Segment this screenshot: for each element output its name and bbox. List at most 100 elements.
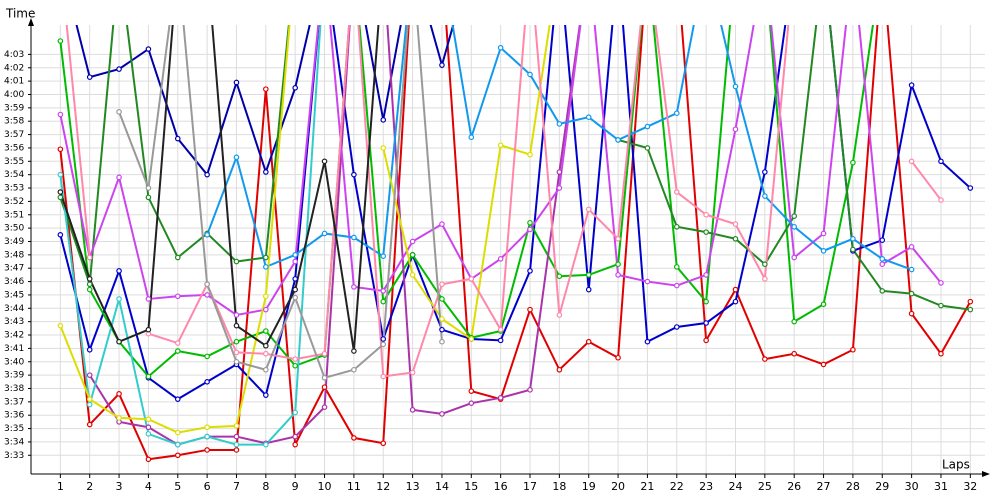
data-point	[497, 44, 504, 51]
data-point	[204, 171, 210, 178]
y-tick-label: 3:57	[4, 130, 24, 140]
data-point	[908, 244, 915, 250]
data-point	[644, 338, 651, 345]
data-point	[292, 362, 298, 369]
data-point	[351, 435, 357, 441]
data-point	[351, 171, 357, 178]
data-point	[762, 356, 768, 362]
data-point	[791, 350, 798, 357]
data-point	[673, 282, 680, 289]
x-tick-label: 25	[758, 480, 772, 493]
data-point	[673, 189, 680, 195]
data-point	[850, 346, 856, 353]
data-point	[263, 169, 269, 175]
data-point	[292, 409, 298, 416]
data-point	[527, 306, 533, 313]
y-tick-label: 3:35	[4, 424, 24, 434]
data-point	[527, 268, 533, 274]
x-tick-label: 12	[376, 480, 390, 493]
data-point	[732, 83, 739, 90]
data-point	[615, 354, 621, 361]
x-tick-label: 28	[846, 480, 860, 493]
data-point	[791, 223, 798, 230]
y-tick-label: 3:45	[4, 290, 24, 300]
data-point	[556, 121, 563, 127]
data-point	[57, 38, 64, 44]
data-point	[439, 221, 445, 227]
data-point	[879, 288, 886, 294]
data-point	[116, 296, 122, 302]
data-point	[263, 254, 269, 261]
data-point	[380, 145, 387, 151]
data-point	[204, 353, 210, 360]
data-point	[468, 134, 475, 141]
data-point	[556, 366, 563, 373]
x-tick-label: 20	[611, 480, 625, 493]
data-point	[263, 342, 269, 349]
data-point	[380, 288, 387, 294]
series-line	[59, 25, 971, 401]
data-point	[233, 338, 240, 345]
y-tick-label: 3:51	[4, 210, 24, 220]
data-point	[908, 310, 915, 317]
data-point	[57, 111, 64, 118]
data-point	[644, 145, 651, 151]
x-axis-title: Laps	[942, 458, 970, 472]
data-point	[116, 174, 122, 181]
data-point	[204, 232, 210, 238]
x-axis-arrow	[982, 471, 990, 477]
data-point	[174, 452, 181, 459]
data-point	[263, 86, 269, 92]
data-point	[615, 137, 621, 143]
data-point	[86, 254, 93, 261]
data-point	[439, 296, 445, 302]
x-tick-label: 27	[817, 480, 831, 493]
data-point	[263, 392, 269, 398]
data-point	[556, 273, 563, 280]
data-point	[86, 401, 93, 408]
x-tick-label: 17	[523, 480, 537, 493]
data-point	[116, 338, 122, 345]
data-point	[673, 223, 680, 230]
data-point	[585, 272, 592, 278]
data-point	[116, 391, 122, 397]
data-point	[380, 117, 387, 123]
data-point	[292, 356, 298, 362]
data-point	[967, 298, 974, 305]
x-tick-label: 8	[262, 480, 269, 493]
x-tick-label: 23	[699, 480, 713, 493]
data-point	[732, 286, 739, 293]
data-point	[292, 286, 298, 293]
data-point	[116, 268, 122, 274]
y-tick-label: 3:54	[4, 170, 24, 180]
series-line	[59, 25, 972, 461]
y-tick-label: 3:40	[4, 357, 24, 367]
y-tick-label: 3:41	[4, 344, 24, 354]
series-line	[88, 25, 581, 446]
data-point	[233, 79, 240, 86]
data-point	[263, 306, 269, 313]
data-point	[57, 194, 64, 201]
data-point	[292, 276, 298, 282]
data-point	[938, 302, 944, 309]
y-tick-label: 3:50	[4, 224, 24, 234]
y-axis-title: Time	[5, 7, 35, 21]
data-point	[321, 230, 328, 237]
data-point	[879, 256, 886, 262]
x-tick-label: 9	[292, 480, 299, 493]
x-tick-label: 7	[233, 480, 240, 493]
x-tick-label: 13	[406, 480, 420, 493]
data-point	[762, 169, 768, 175]
data-point	[86, 396, 93, 402]
y-tick-label: 3:48	[4, 250, 24, 260]
data-point	[468, 336, 475, 342]
data-point	[585, 206, 592, 213]
data-point	[762, 276, 768, 282]
x-tick-label: 26	[787, 480, 801, 493]
data-point	[57, 189, 64, 195]
y-tick-label: 3:39	[4, 371, 24, 381]
x-tick-label: 19	[582, 480, 596, 493]
data-point	[967, 306, 974, 313]
data-point	[292, 294, 298, 301]
